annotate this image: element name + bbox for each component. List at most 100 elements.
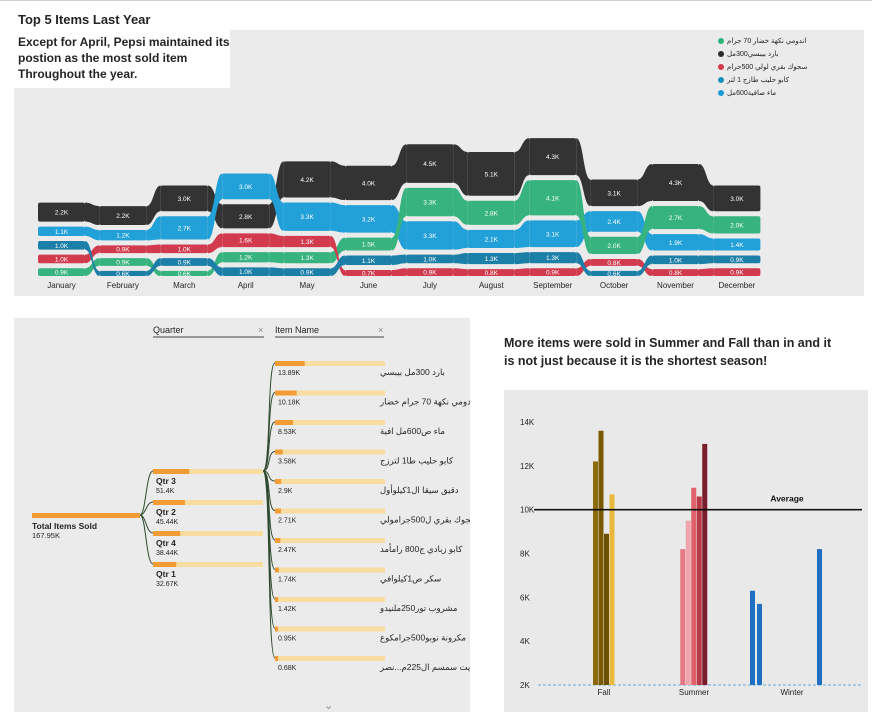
item-bar-track[interactable]	[275, 508, 385, 514]
quarter-bar-track[interactable]	[153, 500, 263, 505]
ribbon-segment[interactable]	[283, 202, 331, 231]
quarter-bar-fill[interactable]	[153, 469, 190, 474]
ribbon-segment[interactable]	[160, 258, 208, 266]
item-bar-track[interactable]	[275, 626, 385, 632]
season-bar-chart[interactable]: 14K 12K 10K 8K 6K 4K 2K Fall Summer Winter Average	[504, 390, 868, 712]
ribbon-segment[interactable]	[713, 268, 761, 276]
item-bar-track[interactable]	[275, 656, 385, 661]
quarter-bar-fill[interactable]	[153, 500, 185, 505]
season-bar[interactable]	[691, 487, 697, 685]
item-bar-fill[interactable]	[275, 626, 278, 632]
season-bar[interactable]	[604, 533, 609, 685]
ribbon-chart[interactable]: 2.2K 2.2K 3.0K 2.8K 4.2K 4.0K 4.5K 5.1K 4.3K 3.1K…	[14, 30, 864, 296]
ribbon-segment[interactable]	[99, 206, 147, 226]
item-bar-track[interactable]	[275, 361, 385, 366]
item-bar-track[interactable]	[275, 597, 385, 602]
ribbon-segment[interactable]	[467, 269, 515, 276]
ribbon-segment[interactable]	[38, 268, 85, 276]
ribbon-segment[interactable]	[529, 252, 577, 264]
item-bar-fill[interactable]	[275, 508, 281, 514]
item-bar-fill[interactable]	[275, 361, 305, 366]
ribbon-segment[interactable]	[713, 255, 761, 264]
item-bar-track[interactable]	[275, 479, 385, 484]
ribbon-segment[interactable]	[529, 180, 577, 216]
ribbon-segment[interactable]	[652, 269, 699, 276]
item-bar-track[interactable]	[275, 449, 385, 455]
ribbon-segment[interactable]	[590, 179, 638, 207]
ribbon-segment[interactable]	[283, 235, 331, 248]
ribbon-segment[interactable]	[652, 163, 699, 201]
ribbon-segment[interactable]	[345, 237, 392, 251]
item-bar-fill[interactable]	[275, 390, 297, 396]
ribbon-segment[interactable]	[99, 230, 147, 241]
season-bar[interactable]	[696, 496, 702, 685]
ribbon-segment[interactable]	[590, 270, 638, 276]
scroll-down-chevron-icon[interactable]: ⌄	[324, 700, 333, 712]
ribbon-segment[interactable]	[713, 185, 761, 212]
ribbon-segment[interactable]	[99, 270, 147, 276]
ribbon-segment[interactable]	[38, 254, 85, 264]
item-bar-fill[interactable]	[275, 420, 294, 425]
ribbon-segment[interactable]	[713, 216, 761, 234]
ribbon-segment[interactable]	[99, 258, 147, 266]
item-bar-track[interactable]	[275, 390, 385, 396]
decomposition-tree[interactable]: Quarter × Item Name × Total Items Sold167.95…	[14, 318, 478, 712]
ribbon-segment[interactable]	[38, 202, 85, 222]
ribbon-segment[interactable]	[283, 252, 331, 264]
ribbon-segment[interactable]	[38, 241, 85, 250]
ribbon-segment[interactable]	[590, 236, 638, 254]
ribbon-segment[interactable]	[283, 161, 331, 198]
item-bar-track[interactable]	[275, 538, 385, 543]
quarter-bar-track[interactable]	[153, 562, 263, 567]
quarter-bar-track[interactable]	[153, 531, 263, 536]
ribbon-chart-panel[interactable]: 2.2K 2.2K 3.0K 2.8K 4.2K 4.0K 4.5K 5.1K 4.3K 3.1K…	[14, 30, 864, 296]
ribbon-segment[interactable]	[222, 252, 270, 263]
legend-item[interactable]: سجوك بقري لولي 500جرام	[718, 60, 858, 73]
ribbon-segment[interactable]	[406, 144, 454, 183]
ribbon-segment[interactable]	[406, 187, 454, 217]
ribbon-segment[interactable]	[38, 226, 85, 237]
ribbon-segment[interactable]	[590, 258, 638, 266]
ribbon-segment[interactable]	[406, 221, 454, 250]
season-bar[interactable]	[750, 590, 755, 685]
ribbon-segment[interactable]	[652, 234, 699, 251]
item-bar-track[interactable]	[275, 420, 385, 425]
item-bar-fill[interactable]	[275, 567, 279, 573]
ribbon-segment[interactable]	[467, 252, 515, 265]
ribbon-segment[interactable]	[345, 269, 392, 276]
ribbon-segment[interactable]	[529, 138, 577, 176]
legend-item[interactable]: بارد بيبسي300مل	[718, 47, 858, 60]
ribbon-segment[interactable]	[652, 255, 699, 265]
season-bar[interactable]	[817, 549, 822, 685]
ribbon-segment[interactable]	[406, 254, 454, 264]
ribbon-segment[interactable]	[99, 245, 147, 254]
season-bar[interactable]	[598, 430, 604, 685]
ribbon-segment[interactable]	[160, 244, 208, 254]
season-bar[interactable]	[702, 443, 708, 685]
ribbon-segment[interactable]	[467, 151, 515, 196]
season-bar[interactable]	[757, 603, 762, 685]
quarter-bar-track[interactable]	[153, 469, 263, 474]
ribbon-segment[interactable]	[713, 238, 761, 251]
item-bar-fill[interactable]	[275, 597, 278, 602]
season-chart-panel[interactable]: 14K 12K 10K 8K 6K 4K 2K Fall Summer Winter Average	[504, 390, 868, 712]
season-bar[interactable]	[685, 520, 691, 685]
ribbon-segment[interactable]	[467, 200, 515, 225]
ribbon-segment[interactable]	[222, 267, 270, 276]
item-bar-fill[interactable]	[275, 538, 281, 543]
ribbon-segment[interactable]	[345, 205, 392, 233]
item-bar-fill[interactable]	[275, 479, 282, 484]
ribbon-segment[interactable]	[406, 268, 454, 276]
ribbon-segment[interactable]	[222, 233, 270, 248]
quarter-bar-fill[interactable]	[153, 531, 181, 536]
ribbon-segment[interactable]	[529, 220, 577, 248]
legend-item[interactable]: اندومي نكهة خضار 70 جرام	[718, 34, 858, 47]
item-bar-fill[interactable]	[275, 449, 283, 455]
season-bar[interactable]	[680, 549, 686, 685]
season-bar[interactable]	[609, 494, 615, 685]
ribbon-segment[interactable]	[345, 165, 392, 201]
quarter-bar-fill[interactable]	[153, 562, 177, 567]
ribbon-segment[interactable]	[345, 255, 392, 265]
total-bar[interactable]	[32, 513, 140, 518]
ribbon-segment[interactable]	[283, 268, 331, 276]
